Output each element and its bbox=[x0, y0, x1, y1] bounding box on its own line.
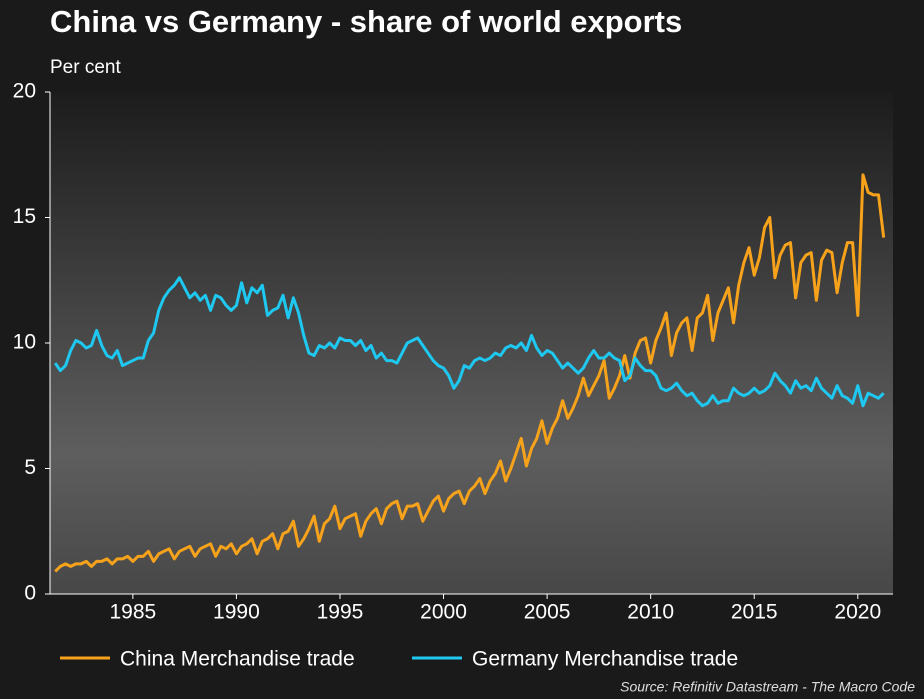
x-tick-label: 2005 bbox=[524, 601, 571, 624]
y-tick-label: 20 bbox=[13, 80, 36, 103]
x-tick-label: 2015 bbox=[731, 601, 778, 624]
x-tick-label: 2020 bbox=[834, 601, 881, 624]
series-line bbox=[53, 276, 885, 408]
plot-background bbox=[50, 92, 893, 594]
y-tick-label: 10 bbox=[13, 331, 36, 354]
legend-label: China Merchandise trade bbox=[120, 648, 355, 671]
chart-title: China vs Germany - share of world export… bbox=[50, 4, 682, 39]
x-tick-label: 1995 bbox=[317, 601, 364, 624]
source-note: Source: Refinitiv Datastream - The Macro… bbox=[620, 679, 915, 695]
y-tick-label: 0 bbox=[24, 582, 36, 605]
y-tick-label: 15 bbox=[13, 205, 36, 228]
series-line bbox=[54, 173, 886, 573]
legend-label: Germany Merchandise trade bbox=[472, 648, 738, 671]
y-axis-label: Per cent bbox=[50, 57, 121, 78]
x-tick-label: 2010 bbox=[627, 601, 674, 624]
x-tick-label: 1985 bbox=[109, 601, 156, 624]
x-tick-label: 1990 bbox=[213, 601, 260, 624]
x-tick-label: 2000 bbox=[420, 601, 467, 624]
y-tick-label: 5 bbox=[24, 456, 36, 479]
